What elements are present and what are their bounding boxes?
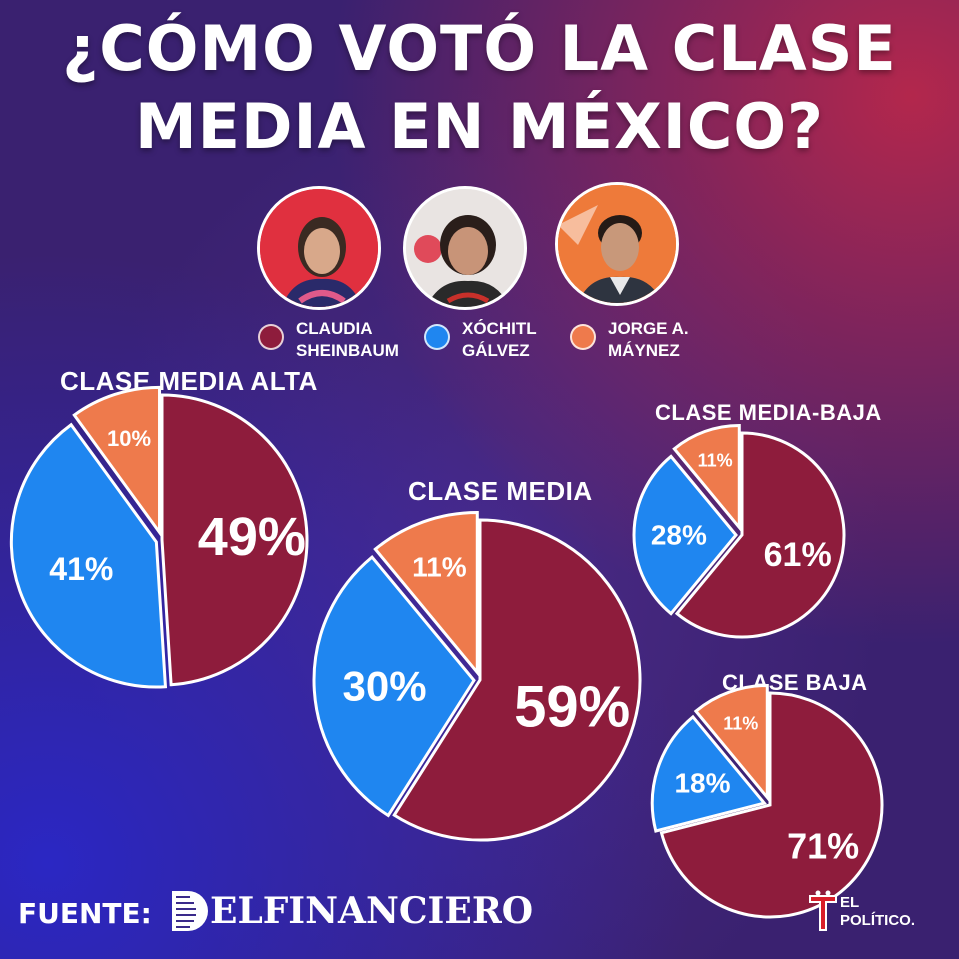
pie-label-sheinbaum: 71% xyxy=(787,826,859,867)
source-name: ELFINANCIERO xyxy=(210,890,534,932)
source-logo: ELFINANCIERO xyxy=(168,884,533,938)
pie-label-galvez: 18% xyxy=(674,768,730,799)
pie-label-galvez: 41% xyxy=(49,551,113,587)
pie-slice-galvez xyxy=(9,422,168,689)
title-line-1: ¿CÓMO VOTÓ LA CLASE xyxy=(62,12,897,85)
title-line-2: MEDIA EN MÉXICO? xyxy=(134,90,825,163)
legend-label-sheinbaum: CLAUDIA SHEINBAUM xyxy=(296,319,399,360)
chart-clase-media-alta: CLASE MEDIA ALTA 49% 41% 10% xyxy=(9,366,318,689)
pie-slice-galvez xyxy=(632,454,738,616)
legend-label-galvez: XÓCHITL GÁLVEZ xyxy=(462,319,537,360)
pie-slice-galvez xyxy=(312,554,476,818)
pie-slice-sheinbaum xyxy=(160,393,309,687)
pie-slice-sheinbaum xyxy=(674,431,846,639)
source-label: FUENTE: xyxy=(18,897,152,930)
pie-clase-baja: 71% 18% 11% xyxy=(650,683,884,919)
chart-clase-baja: CLASE BAJA 71%18%11% xyxy=(650,670,884,919)
publisher-name: EL POLÍTICO. xyxy=(840,894,915,929)
chart-clase-media-baja: CLASE MEDIA-BAJA 61% 28% 11% xyxy=(632,400,882,639)
pie-slice-maynez xyxy=(693,683,769,802)
pie-slice-maynez xyxy=(672,423,741,532)
pie-label-maynez: 10% xyxy=(107,426,151,451)
legend-label-maynez: JORGE A. MÁYNEZ xyxy=(608,319,689,360)
pie-clase-media-baja: 61% 28% 11% xyxy=(632,423,846,639)
pie-slice-sheinbaum xyxy=(392,518,642,842)
chart-title-clase-media-baja: CLASE MEDIA-BAJA xyxy=(655,400,882,425)
candidate-photo-sheinbaum xyxy=(257,186,381,310)
pie-label-maynez: 11% xyxy=(723,714,758,734)
pie-slice-galvez xyxy=(650,714,767,833)
pie-label-galvez: 30% xyxy=(343,663,427,710)
pie-clase-media: 59% 30% 11% xyxy=(312,510,642,842)
pie-label-galvez: 28% xyxy=(651,520,707,551)
pie-slice-maynez xyxy=(373,510,479,677)
pie-slice-sheinbaum xyxy=(659,691,884,919)
legend-dot-maynez xyxy=(570,324,596,350)
pie-label-sheinbaum: 59% xyxy=(514,674,630,739)
pie-clase-media-alta: 49% 41% 10% xyxy=(9,385,309,689)
legend-dot-sheinbaum xyxy=(258,324,284,350)
pie-slice-maynez xyxy=(72,385,162,538)
pie-label-maynez: 11% xyxy=(412,552,467,583)
chart-clase-media: CLASE MEDIA 59% 30% 11% xyxy=(312,476,642,842)
candidate-photo-galvez xyxy=(403,186,527,310)
pie-label-sheinbaum: 61% xyxy=(764,536,832,574)
publisher-logo: EL POLÍTICO. xyxy=(808,890,948,940)
chart-title-clase-media: CLASE MEDIA xyxy=(408,476,593,506)
pie-label-maynez: 11% xyxy=(698,450,733,470)
legend-dot-galvez xyxy=(424,324,450,350)
pie-label-sheinbaum: 49% xyxy=(198,507,306,567)
candidate-photo-maynez xyxy=(555,182,679,306)
globe-icon xyxy=(172,891,208,931)
publisher-mark-icon xyxy=(809,890,837,931)
chart-title-clase-media-alta: CLASE MEDIA ALTA xyxy=(60,366,318,396)
